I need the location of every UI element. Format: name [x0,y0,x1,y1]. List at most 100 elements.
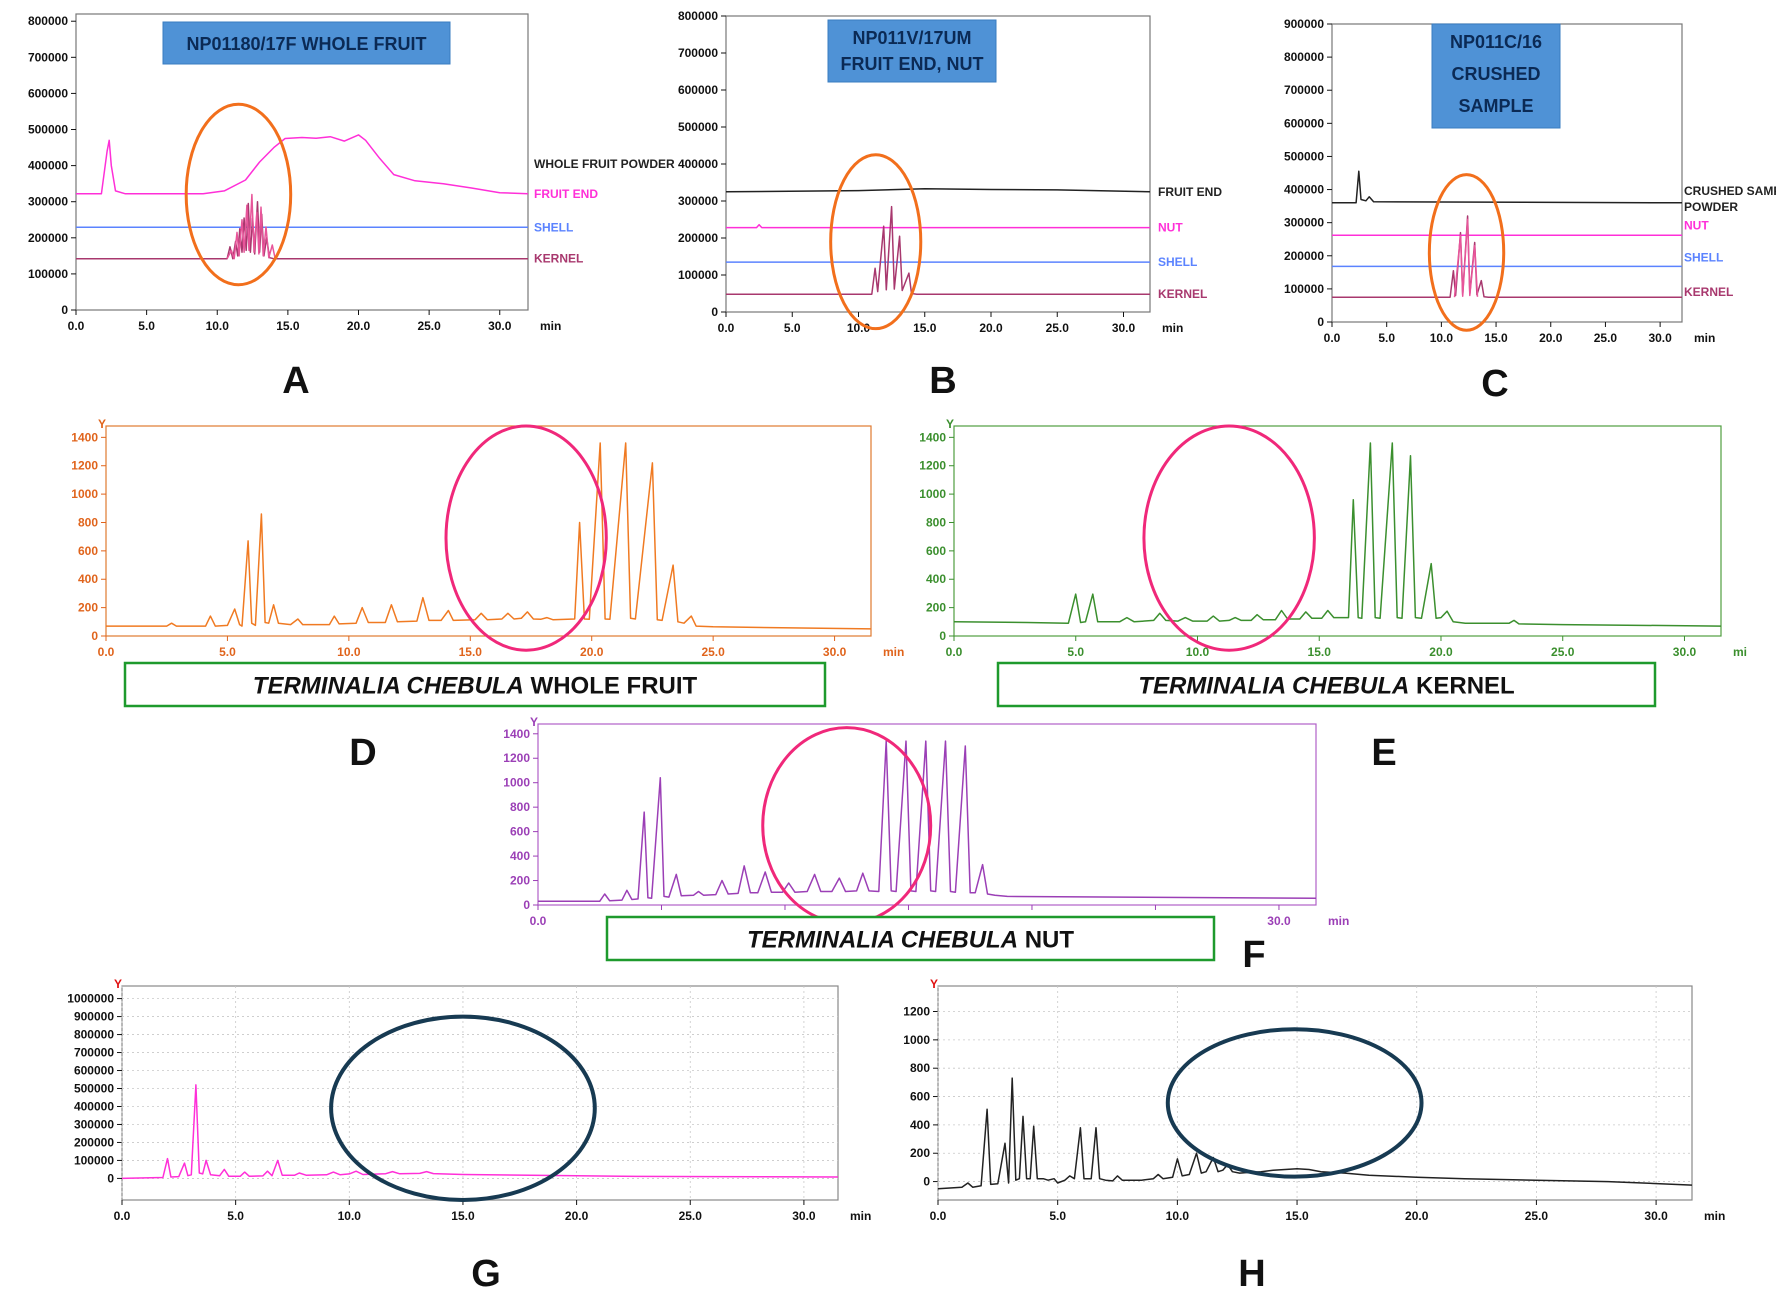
plot-frame [75,13,529,311]
caption-species: TERMINALIA CHEBULA [253,673,524,700]
y-tick-label: 500000 [1284,149,1324,163]
series-label: NUT [1684,218,1709,232]
panel-letter: H [1238,1253,1265,1294]
x-tick-label: 10.0 [206,319,230,333]
x-tick-label: 30.0 [792,1209,816,1223]
highlight-ellipse [761,726,933,925]
x-tick-label: 25.0 [417,319,441,333]
x-tick-label: 10.0 [1166,1209,1190,1223]
x-tick-label: 30.0 [1644,1209,1668,1223]
y-tick-label: 500000 [678,120,718,134]
chromatogram-panel-h: 0 200 400 600 800 1000 1200 0.0 5.0 10.0 15.0 20.0 2… [903,977,1725,1294]
sample-title-line: CRUSHED [1451,64,1540,84]
y-tick-label: 300000 [74,1117,114,1131]
series-label-line: NUT [1684,218,1709,232]
series-line-fruit-end [76,134,529,195]
y-tick-label: 0 [91,629,98,643]
y-tick-label: 0 [107,1171,114,1185]
y-tick-label: 900000 [1284,17,1324,31]
y-tick-label: 700000 [74,1046,114,1060]
y-tick-label: 200 [510,874,530,888]
y-tick-label: 600000 [1284,116,1324,130]
x-tick-label: 15.0 [1285,1209,1309,1223]
y-tick-label: 0 [711,305,718,319]
plot-frame [953,425,1722,637]
chromatogram-panel-b: 0 100000 200000 300000 400000 500000 600000 700… [678,9,1222,402]
caption-part: NUT [1018,927,1074,954]
panel-letter: A [282,360,309,402]
y-axis-marker: Y [98,417,106,431]
series-label-line: FRUIT END [1158,185,1222,199]
y-tick-label: 1000 [903,1033,930,1047]
y-axis-marker: Y [114,977,122,991]
caption-box [605,915,1216,962]
series-label-line: FRUIT END [534,187,598,201]
y-tick-label: 600000 [28,86,68,100]
x-tick-label: 30.0 [1673,645,1697,659]
y-tick-label: 600000 [678,83,718,97]
series-line-trace-0 [538,740,1317,903]
x-tick-label: 10.0 [1186,645,1210,659]
x-tick-label: 15.0 [459,645,483,659]
sample-title-box [827,19,997,83]
plot-frame [537,723,1317,906]
series-line-trace-0 [953,442,1722,627]
series-line-trace-0 [106,442,872,630]
caption-species: TERMINALIA CHEBULA [1138,673,1409,700]
x-tick-label: 15.0 [913,321,937,335]
y-tick-label: 800000 [28,14,68,28]
series-label-line: CRUSHED SAMPLE [1684,184,1776,198]
series-label: SHELL [534,220,573,234]
x-tick-label: 25.0 [1594,331,1618,345]
series-line-crushed-sample-powder [1332,170,1683,204]
panel-letter: F [1242,934,1265,976]
series-line-trace-4 [226,193,276,260]
sample-title: NP011V/17UM FRUIT END, NUT [841,28,984,74]
highlight-ellipse [329,1014,597,1203]
x-tick-label: 10.0 [338,1209,362,1223]
y-tick-label: 1000000 [67,992,114,1006]
x-tick-label: 25.0 [1551,645,1575,659]
y-tick-label: 400 [910,1118,930,1132]
y-tick-label: 800 [910,1061,930,1075]
y-axis-marker: Y [946,417,954,431]
x-tick-label: 20.0 [1539,331,1563,345]
caption-text: TERMINALIA CHEBULA NUT [747,927,1074,954]
series-label-line: KERNEL [534,252,583,266]
y-tick-label: 700000 [28,50,68,64]
x-tick-label: 0.0 [114,1209,131,1223]
y-tick-label: 400000 [74,1099,114,1113]
x-tick-label: 20.0 [347,319,371,333]
caption-text: TERMINALIA CHEBULA WHOLE FRUIT [253,673,698,700]
series-label: CRUSHED SAMPLE POWDER [1684,184,1776,214]
x-axis-label: mi [1733,645,1747,659]
series-label-line: SHELL [1158,255,1197,269]
x-axis-label: min [1328,914,1349,928]
x-axis-label: min [1704,1209,1725,1223]
x-axis-label: min [850,1209,871,1223]
series-label: KERNEL [534,252,583,266]
y-tick-label: 400000 [678,157,718,171]
highlight-ellipse [1165,1027,1424,1179]
y-tick-label: 200000 [678,231,718,245]
x-tick-label: 20.0 [1429,645,1453,659]
chromatogram-panel-e: 0 200 400 600 800 1000 1200 1400 0.0 5.0 10.0 15.0 2… [919,417,1747,774]
y-tick-label: 1000 [71,487,98,501]
x-tick-label: 0.0 [1324,331,1341,345]
y-tick-label: 0 [61,303,68,317]
series-label-line: SHELL [1684,250,1723,264]
y-tick-label: 600000 [74,1064,114,1078]
x-tick-label: 15.0 [1308,645,1332,659]
y-tick-label: 200 [78,601,98,615]
y-tick-label: 100000 [74,1153,114,1167]
y-tick-label: 600 [910,1090,930,1104]
panel-letter: B [929,360,956,402]
x-tick-label: 0.0 [946,645,963,659]
series-label: SHELL [1158,255,1197,269]
caption-box [123,661,827,708]
sample-title-line: SAMPLE [1458,96,1533,116]
x-tick-label: 15.0 [276,319,300,333]
series-line-fruit-end [725,188,1151,193]
x-axis-label: min [540,319,561,333]
